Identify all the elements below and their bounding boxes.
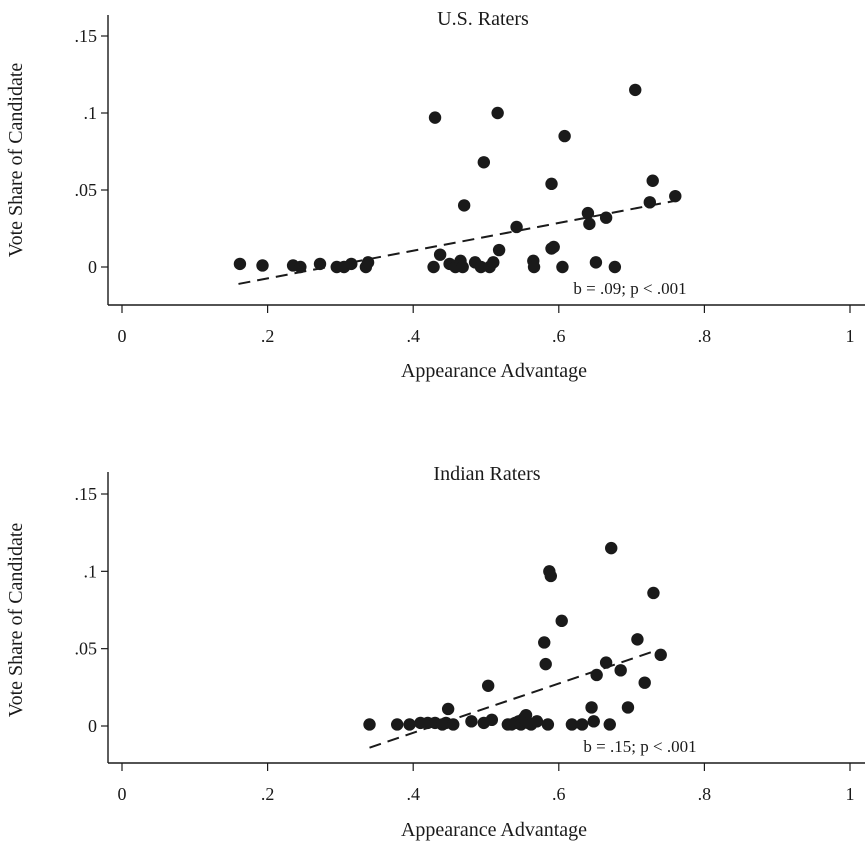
x-tick-label: .6: [552, 784, 566, 804]
data-point: [465, 715, 478, 728]
data-point: [647, 586, 660, 600]
data-point: [491, 106, 504, 120]
data-point: [631, 633, 644, 646]
fit-line-layer: [369, 649, 658, 749]
y-tick-label: .1: [84, 561, 98, 581]
data-point: [589, 256, 603, 269]
data-point: [487, 256, 500, 269]
data-point: [587, 715, 600, 728]
data-point: [428, 111, 442, 124]
data-point: [575, 718, 589, 731]
data-point: [599, 656, 613, 669]
x-tick-label: .2: [261, 326, 275, 346]
y-axis-title: Vote Share of Candidate: [5, 63, 27, 258]
data-point: [441, 702, 455, 716]
data-point: [629, 83, 642, 97]
data-point: [539, 657, 552, 671]
data-point: [605, 541, 618, 555]
data-point: [313, 257, 327, 271]
regression-annotation: b = .15; p < .001: [583, 737, 696, 756]
panel-title: Indian Raters: [433, 463, 540, 485]
x-tick-label: .4: [406, 326, 420, 346]
x-tick-label: 0: [118, 326, 127, 346]
data-point: [556, 260, 569, 274]
x-tick-label: .6: [552, 326, 566, 346]
data-point: [457, 199, 471, 212]
data-point: [530, 715, 544, 728]
data-point: [621, 701, 635, 714]
points-layer: [233, 83, 682, 274]
data-point: [492, 243, 506, 257]
data-point: [638, 676, 651, 689]
data-point: [541, 718, 555, 731]
data-point: [433, 248, 447, 261]
x-tick-label: .4: [406, 784, 420, 804]
data-point: [538, 636, 551, 649]
data-point: [390, 718, 404, 731]
data-point: [294, 260, 307, 274]
x-tick-label: 1: [846, 784, 855, 804]
x-tick-label: .8: [698, 326, 712, 346]
y-tick-label: .1: [84, 103, 98, 123]
y-tick-label: .15: [75, 26, 98, 46]
data-point: [447, 718, 460, 731]
panel-us-raters: U.S. Raters Vote Share of Candidate Appe…: [5, 8, 865, 382]
data-point: [345, 257, 358, 271]
data-point: [545, 177, 558, 191]
data-point: [427, 260, 440, 274]
data-point: [669, 189, 682, 203]
data-point: [590, 668, 603, 682]
axes: 0 .05 .1 .15 0 .2 .4 .6 .8 1: [75, 472, 865, 804]
y-tick-label: 0: [88, 716, 97, 736]
regression-annotation: b = .09; p < .001: [573, 279, 686, 298]
data-point: [585, 701, 598, 714]
data-point: [547, 240, 560, 254]
data-point: [608, 260, 622, 274]
x-tick-label: .2: [261, 784, 275, 804]
x-tick-label: 1: [846, 326, 855, 346]
panel-title: U.S. Raters: [437, 8, 529, 30]
data-point: [403, 718, 416, 731]
data-point: [603, 718, 616, 731]
x-axis-title: Appearance Advantage: [401, 819, 587, 841]
data-point: [527, 260, 541, 274]
data-point: [363, 718, 376, 731]
regression-fit-line: [369, 649, 658, 749]
data-point: [581, 206, 595, 220]
data-point: [233, 257, 247, 271]
data-point: [510, 220, 523, 234]
panel-indian-raters: Indian Raters Vote Share of Candidate Ap…: [5, 463, 865, 841]
data-point: [583, 217, 596, 231]
data-point: [558, 129, 571, 143]
x-tick-label: .8: [698, 784, 712, 804]
data-point: [481, 679, 495, 692]
data-point: [654, 648, 667, 662]
data-point: [614, 664, 627, 677]
data-point: [456, 260, 469, 274]
data-point: [565, 718, 579, 731]
data-point: [477, 156, 491, 169]
y-tick-label: .05: [75, 639, 98, 659]
data-point: [361, 256, 375, 269]
y-tick-label: .05: [75, 180, 98, 200]
y-tick-label: .15: [75, 484, 98, 504]
data-point: [544, 569, 557, 583]
data-point: [646, 174, 659, 187]
data-point: [555, 614, 568, 628]
data-point: [256, 259, 269, 272]
data-point: [599, 211, 613, 224]
points-layer: [363, 541, 667, 731]
y-axis-title: Vote Share of Candidate: [5, 523, 27, 718]
x-tick-label: 0: [118, 784, 127, 804]
x-axis-title: Appearance Advantage: [401, 360, 587, 382]
axes: 0 .05 .1 .15 0 .2 .4 .6 .8 1: [75, 15, 865, 346]
data-point: [474, 260, 488, 274]
data-point: [485, 713, 499, 727]
data-point: [643, 196, 656, 209]
y-tick-label: 0: [88, 257, 97, 277]
